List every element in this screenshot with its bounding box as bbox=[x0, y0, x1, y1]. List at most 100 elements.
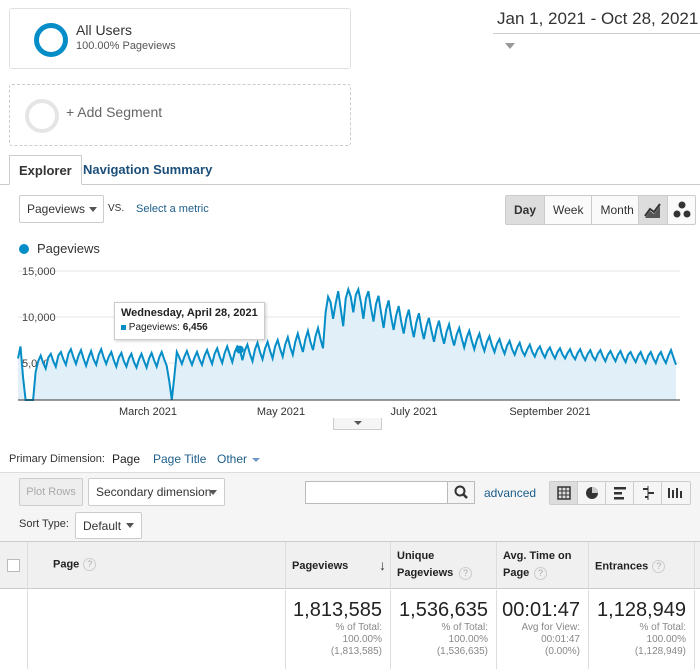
segment-ring-icon bbox=[34, 23, 68, 57]
x-tick-label: March 2021 bbox=[119, 406, 177, 418]
total-value: 1,128,949 bbox=[597, 599, 686, 621]
search-icon bbox=[454, 485, 468, 499]
data-table-icon[interactable] bbox=[550, 482, 578, 504]
totals-cell-entrances: 1,128,949 % of Total: 100.00% (1,128,949… bbox=[589, 590, 695, 669]
segment-all-users[interactable]: All Users 100.00% Pageviews bbox=[9, 8, 351, 69]
pageviews-chart: 15,000 10,000 5,000 March 2021 May 2021 … bbox=[17, 266, 680, 418]
chart-collapse-handle[interactable] bbox=[333, 418, 382, 430]
column-header-page[interactable]: Page? bbox=[28, 542, 286, 588]
add-segment-label: + Add Segment bbox=[66, 104, 163, 120]
totals-cell-avg-time: 00:01:47 Avg for View: 00:01:47 (0.00%) bbox=[497, 590, 589, 669]
select-metric-link[interactable]: Select a metric bbox=[136, 203, 209, 215]
column-header-label: Avg. Time on Page bbox=[503, 550, 572, 579]
total-absolute: (1,128,949) bbox=[634, 646, 686, 657]
chart-type-toggle bbox=[638, 195, 696, 225]
table-view-toggle bbox=[549, 481, 691, 505]
secondary-dimension-select[interactable]: Secondary dimension bbox=[88, 478, 225, 506]
total-percent: 100.00% bbox=[646, 634, 686, 645]
highlighted-data-point[interactable] bbox=[235, 345, 244, 354]
line-chart-icon[interactable] bbox=[639, 196, 668, 224]
primary-dimension-label: Primary Dimension: bbox=[9, 453, 105, 465]
motion-chart-icon[interactable] bbox=[668, 196, 696, 224]
chevron-down-icon bbox=[89, 207, 97, 212]
tooltip-date: Wednesday, April 28, 2021 bbox=[121, 307, 258, 319]
advanced-link[interactable]: advanced bbox=[484, 486, 537, 500]
primary-dimension-other[interactable]: Other bbox=[217, 452, 261, 466]
vs-label: VS. bbox=[108, 203, 125, 214]
help-icon[interactable]: ? bbox=[459, 567, 472, 580]
sort-arrow-down-icon: ↓ bbox=[379, 557, 386, 573]
total-absolute: (1,536,635) bbox=[436, 646, 488, 657]
totals-cell-pageviews: 1,813,585 % of Total: 100.00% (1,813,585… bbox=[286, 590, 391, 669]
chevron-down-icon bbox=[252, 457, 261, 462]
help-icon[interactable]: ? bbox=[83, 558, 97, 571]
legend-label: Pageviews bbox=[37, 241, 100, 256]
help-icon[interactable]: ? bbox=[652, 560, 666, 573]
comparison-icon[interactable] bbox=[634, 482, 662, 504]
pie-chart-icon[interactable] bbox=[578, 482, 606, 504]
granularity-week[interactable]: Week bbox=[545, 196, 593, 224]
chevron-down-icon bbox=[354, 421, 362, 425]
total-percent: 100.00% bbox=[342, 634, 382, 645]
total-value: 00:01:47 bbox=[502, 599, 580, 621]
column-header-label: Entrances bbox=[595, 560, 649, 573]
tooltip-swatch bbox=[121, 324, 126, 330]
column-header-label: Pageviews bbox=[292, 560, 349, 572]
column-header-label: Page bbox=[53, 558, 80, 571]
total-value: 1,813,585 bbox=[293, 599, 382, 621]
legend-dot bbox=[19, 244, 29, 254]
total-value: 1,536,635 bbox=[399, 599, 488, 621]
add-segment-button[interactable]: + Add Segment bbox=[9, 84, 351, 146]
search-button[interactable] bbox=[447, 481, 475, 504]
metric-select-value: Pageviews bbox=[27, 202, 86, 216]
table-search-input[interactable] bbox=[305, 481, 448, 504]
table-header-bg bbox=[0, 541, 700, 589]
primary-dimension-other-label: Other bbox=[217, 452, 248, 466]
total-absolute: (1,813,585) bbox=[330, 646, 382, 657]
total-label: % of Total: bbox=[639, 622, 686, 633]
plot-rows-button[interactable]: Plot Rows bbox=[19, 478, 83, 506]
select-all-checkbox[interactable] bbox=[7, 559, 20, 572]
granularity-day[interactable]: Day bbox=[506, 196, 546, 224]
tab-bar-line bbox=[0, 184, 700, 185]
chart-tooltip: Wednesday, April 28, 2021 Pageviews: 6,4… bbox=[114, 302, 265, 340]
column-header-avg-time[interactable]: Avg. Time on Page ? bbox=[497, 542, 589, 588]
chevron-down-icon bbox=[209, 490, 217, 495]
total-label: Avg for View: bbox=[521, 622, 580, 633]
metric-select[interactable]: Pageviews bbox=[19, 195, 104, 223]
secondary-dimension-label: Secondary dimension bbox=[96, 485, 212, 499]
sort-type-label: Sort Type: bbox=[19, 518, 69, 530]
granularity-month[interactable]: Month bbox=[600, 203, 634, 217]
totals-row-page-cell bbox=[28, 590, 286, 669]
column-header-unique-pageviews[interactable]: Unique Pageviews ? bbox=[391, 542, 497, 588]
date-range-text: Jan 1, 2021 - Oct 28, 2021 bbox=[497, 9, 699, 28]
tab-explorer[interactable]: Explorer bbox=[9, 155, 82, 185]
tab-navigation-summary[interactable]: Navigation Summary bbox=[83, 162, 213, 177]
primary-dimension-page[interactable]: Page bbox=[112, 452, 141, 466]
x-tick-label: July 2021 bbox=[390, 406, 437, 418]
tooltip-value: 6,456 bbox=[182, 322, 208, 333]
chevron-down-icon bbox=[126, 523, 134, 528]
sort-type-select[interactable]: Default bbox=[75, 512, 142, 539]
segment-subtitle: 100.00% Pageviews bbox=[76, 40, 176, 52]
chevron-down-icon bbox=[505, 42, 515, 49]
total-percent: 00:01:47 bbox=[541, 634, 580, 645]
x-tick-label: September 2021 bbox=[509, 406, 590, 418]
performance-icon[interactable] bbox=[606, 482, 634, 504]
empty-segment-ring-icon bbox=[25, 99, 59, 133]
series-area bbox=[18, 289, 676, 400]
column-header-entrances[interactable]: Entrances? bbox=[589, 542, 695, 588]
column-header-pageviews[interactable]: Pageviews ↓ bbox=[286, 542, 391, 588]
total-label: % of Total: bbox=[335, 622, 382, 633]
x-tick-label: May 2021 bbox=[257, 406, 305, 418]
primary-dimension-page-title[interactable]: Page Title bbox=[153, 452, 207, 466]
totals-cell-unique-pageviews: 1,536,635 % of Total: 100.00% (1,536,635… bbox=[391, 590, 497, 669]
date-range-picker[interactable]: Jan 1, 2021 - Oct 28, 2021 bbox=[493, 6, 700, 49]
total-absolute: (0.00%) bbox=[544, 646, 580, 657]
y-tick-label: 10,000 bbox=[22, 312, 56, 324]
help-icon[interactable]: ? bbox=[534, 567, 547, 580]
term-cloud-icon[interactable] bbox=[662, 482, 690, 504]
sort-type-value: Default bbox=[83, 519, 122, 533]
tooltip-label: Pageviews: bbox=[128, 322, 180, 333]
total-label: % of Total: bbox=[441, 622, 488, 633]
